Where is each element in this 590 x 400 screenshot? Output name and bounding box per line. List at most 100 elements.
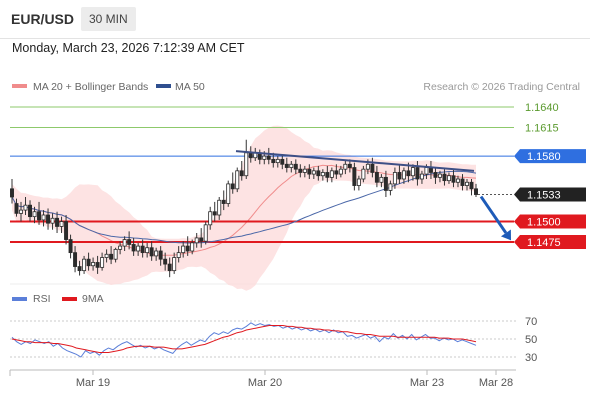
candle xyxy=(64,215,69,245)
x-tick-label-2: Mar 23 xyxy=(410,377,444,389)
candle xyxy=(361,165,366,183)
candle xyxy=(163,252,168,271)
candle xyxy=(298,164,303,178)
candle xyxy=(311,167,316,179)
candle xyxy=(181,241,186,258)
ma9-legend-label: 9MA xyxy=(82,293,104,305)
level-label-3: 1.1533 xyxy=(514,187,586,202)
candle xyxy=(154,247,159,261)
candle xyxy=(352,162,357,191)
bollinger-band xyxy=(12,125,476,291)
candle xyxy=(239,161,244,181)
level-label-0: 1.1640 xyxy=(525,102,559,114)
candle xyxy=(226,180,231,207)
candle xyxy=(127,231,132,250)
level-text-4: 1.1500 xyxy=(527,217,561,229)
level-box-4 xyxy=(514,214,586,229)
rsi-ma9-line xyxy=(11,325,477,353)
candle xyxy=(145,242,150,258)
candle xyxy=(19,201,23,222)
candle xyxy=(307,164,312,179)
forecast-arrow-shaft xyxy=(479,195,508,234)
candle xyxy=(469,179,474,196)
resistance-trendline xyxy=(235,150,475,172)
candle xyxy=(419,170,424,184)
level-label-1: 1.1615 xyxy=(525,122,559,134)
rsi-line xyxy=(11,322,477,358)
rsi-grid: 70 50 30 xyxy=(10,316,537,364)
candle xyxy=(82,255,87,274)
rsi-legend-label: RSI xyxy=(33,293,51,305)
candle xyxy=(302,165,307,178)
candle xyxy=(50,213,55,230)
candle xyxy=(338,165,343,178)
candle xyxy=(437,170,442,183)
candle xyxy=(320,169,325,181)
candle xyxy=(176,246,181,263)
candle xyxy=(329,167,334,183)
candle xyxy=(113,247,118,263)
candle xyxy=(397,164,402,184)
candle xyxy=(203,221,208,245)
candle xyxy=(460,174,465,191)
rsi-tick-70: 70 xyxy=(525,316,537,328)
chart-header: EUR/USD 30 MIN xyxy=(0,0,590,39)
candle xyxy=(46,208,51,230)
candle xyxy=(73,246,78,273)
candle xyxy=(325,165,330,183)
level-label-5: 1.1475 xyxy=(514,235,586,249)
candle xyxy=(334,164,339,179)
ma50-swatch xyxy=(156,84,171,88)
candle xyxy=(158,246,163,266)
candle xyxy=(456,175,460,188)
candle xyxy=(266,147,271,165)
candle xyxy=(451,169,456,188)
legend-main: MA 20 + Bollinger Bands MA 50 Research ©… xyxy=(12,81,580,93)
candle xyxy=(289,161,294,173)
candle xyxy=(235,167,240,193)
candle xyxy=(28,200,32,222)
level-text-3: 1.1533 xyxy=(527,190,561,202)
level-text-2: 1.1580 xyxy=(527,151,561,163)
candle xyxy=(14,198,19,217)
candle xyxy=(32,206,37,224)
candle xyxy=(383,170,388,197)
ma50-line xyxy=(11,170,477,244)
level-label-4: 1.1500 xyxy=(514,214,586,229)
datetime-label: Monday, March 23, 2026 7:12:39 AM CET xyxy=(12,41,245,55)
candle xyxy=(100,252,105,271)
candle xyxy=(356,175,361,191)
timeframe-badge[interactable]: 30 MIN xyxy=(81,7,136,31)
price-levels xyxy=(10,106,514,243)
level-text-0: 1.1640 xyxy=(525,102,559,114)
candle xyxy=(37,201,42,225)
candle xyxy=(275,156,280,168)
candle xyxy=(199,228,204,248)
rsi-tick-30: 30 xyxy=(525,352,537,364)
price-level-labels: 1.1640 1.1615 1.1580 1.1533 1.1500 1.1475 xyxy=(514,102,586,249)
candle xyxy=(185,236,190,256)
candle xyxy=(401,167,406,184)
level-label-2: 1.1580 xyxy=(514,149,586,164)
candle xyxy=(465,179,469,191)
candle xyxy=(442,169,447,186)
level-text-1: 1.1615 xyxy=(525,122,559,134)
candle xyxy=(230,172,235,194)
candle xyxy=(221,190,226,211)
candle xyxy=(212,201,217,222)
candles xyxy=(10,139,478,278)
candle xyxy=(86,252,91,271)
candle xyxy=(172,252,177,274)
candle xyxy=(109,246,114,265)
candle xyxy=(10,179,14,204)
level-box-5 xyxy=(514,235,586,249)
ma20-swatch xyxy=(12,84,27,88)
legend-rsi: RSI 9MA xyxy=(12,293,104,305)
rsi-tick-50: 50 xyxy=(525,334,537,346)
candle xyxy=(433,167,438,184)
candle xyxy=(316,165,321,181)
candle xyxy=(190,239,195,255)
candle xyxy=(91,257,96,271)
candle xyxy=(370,157,375,178)
